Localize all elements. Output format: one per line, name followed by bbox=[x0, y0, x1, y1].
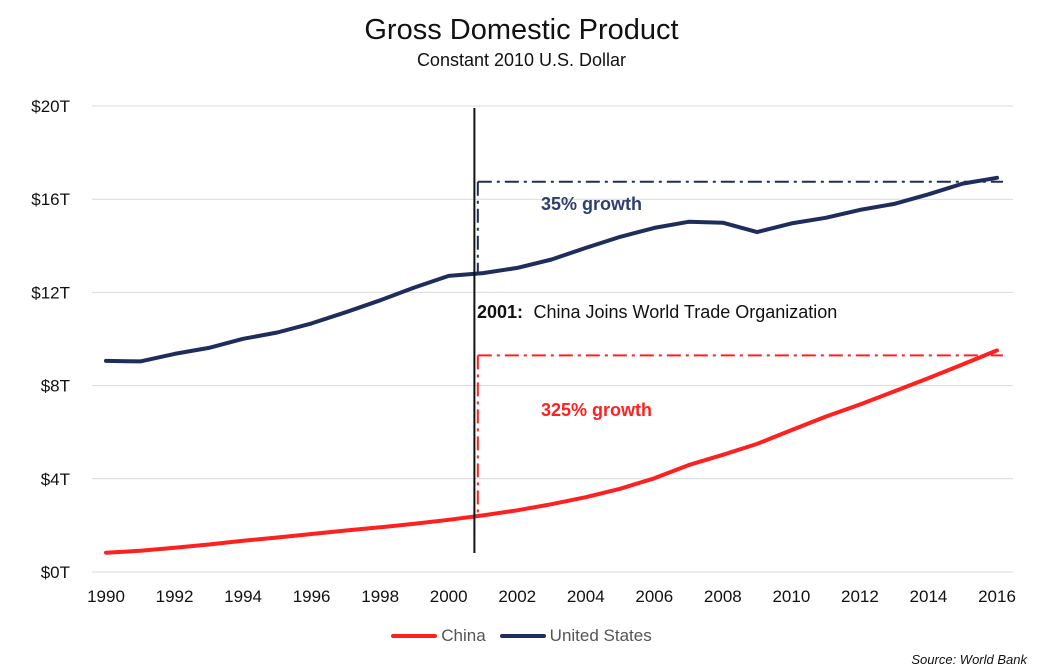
x-tick-label: 1996 bbox=[293, 587, 331, 606]
y-tick-label: $16T bbox=[31, 190, 70, 209]
x-tick-label: 2010 bbox=[772, 587, 810, 606]
y-tick-label: $20T bbox=[31, 97, 70, 116]
y-tick-label: $4T bbox=[41, 470, 70, 489]
annotation-texts: 2001: China Joins World Trade Organizati… bbox=[477, 194, 837, 420]
y-axis-ticks: $0T $4T $8T $12T $16T $20T bbox=[31, 97, 70, 582]
legend-label-us: United States bbox=[549, 626, 652, 645]
event-text: China Joins World Trade Organization bbox=[534, 302, 838, 322]
gridlines bbox=[92, 105, 1013, 573]
y-tick-label: $0T bbox=[41, 563, 70, 582]
x-tick-label: 2000 bbox=[430, 587, 468, 606]
china-growth-label: 325% growth bbox=[541, 400, 652, 420]
x-tick-label: 2006 bbox=[635, 587, 673, 606]
event-annotation: 2001: China Joins World Trade Organizati… bbox=[477, 302, 837, 322]
x-tick-label: 2016 bbox=[978, 587, 1016, 606]
x-tick-label: 2012 bbox=[841, 587, 879, 606]
x-axis-ticks: 1990 1992 1994 1996 1998 2000 2002 2004 2006 2008… bbox=[87, 587, 1016, 606]
us-growth-label: 35% growth bbox=[541, 194, 642, 214]
x-tick-label: 1994 bbox=[224, 587, 262, 606]
legend: China United States bbox=[0, 626, 1043, 646]
chart-subtitle: Constant 2010 U.S. Dollar bbox=[416, 50, 627, 70]
x-tick-label: 1998 bbox=[361, 587, 399, 606]
x-tick-label: 1992 bbox=[156, 587, 194, 606]
source-note: Source: World Bank bbox=[911, 652, 1027, 667]
event-year: 2001: bbox=[477, 302, 523, 322]
legend-item-china: China bbox=[391, 626, 486, 646]
x-tick-label: 2002 bbox=[498, 587, 536, 606]
x-tick-label: 2014 bbox=[910, 587, 948, 606]
legend-item-us: United States bbox=[499, 626, 652, 646]
legend-swatch-us bbox=[499, 634, 546, 638]
legend-label-china: China bbox=[441, 626, 486, 645]
y-tick-label: $8T bbox=[41, 377, 70, 396]
x-tick-label: 1990 bbox=[87, 587, 125, 606]
y-tick-label: $12T bbox=[31, 283, 70, 302]
chart-title: Gross Domestic Product bbox=[364, 14, 679, 46]
legend-swatch-china bbox=[391, 634, 438, 638]
growth-bracket-lines bbox=[476, 180, 1003, 516]
x-tick-label: 2004 bbox=[567, 587, 605, 606]
series-line bbox=[104, 175, 999, 364]
series-line bbox=[104, 348, 999, 555]
x-tick-label: 2008 bbox=[704, 587, 742, 606]
series-lines bbox=[104, 175, 999, 555]
